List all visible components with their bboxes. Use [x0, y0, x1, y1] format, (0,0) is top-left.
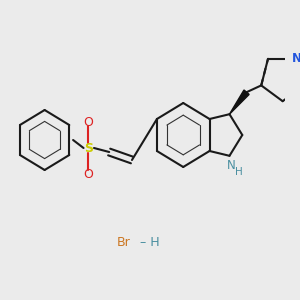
- Text: O: O: [83, 167, 93, 181]
- Text: O: O: [83, 116, 93, 128]
- Text: Br: Br: [116, 236, 130, 248]
- Text: S: S: [84, 142, 93, 154]
- Polygon shape: [230, 90, 249, 114]
- Text: – H: – H: [140, 236, 160, 248]
- Text: H: H: [235, 167, 243, 177]
- Text: N: N: [227, 159, 236, 172]
- Text: N: N: [292, 52, 300, 65]
